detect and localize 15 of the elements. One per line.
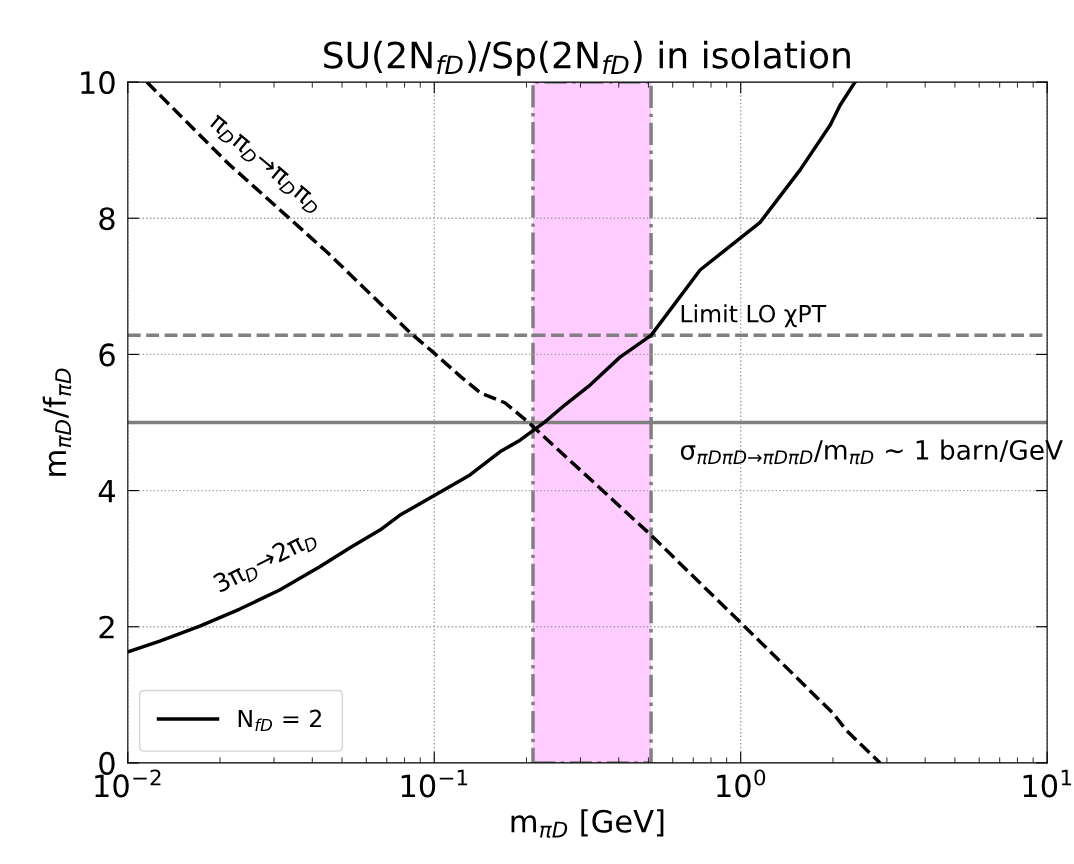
annotation: 3π$_{D}$→2π$_{D}$ [212, 526, 319, 597]
x-tick-label: 10$^{1}$ [1023, 769, 1072, 798]
annotation: π$_{D}$π$_{D}$→π$_{D}$π$_{D}$ [206, 114, 323, 216]
y-tick-label: 8 [99, 207, 115, 231]
x-tick-label: 10$^{0}$ [717, 769, 766, 798]
y-axis-title: m$_{πD}$/f$_{πD}$ [42, 368, 72, 476]
x-axis-title: m$_{πD}$ [GeV] [511, 809, 664, 838]
legend-label: N$_{fD}$ = 2 [238, 709, 321, 731]
y-tick-label: 6 [99, 343, 115, 367]
y-tick-label: 4 [98, 479, 115, 503]
y-tick-label: 2 [99, 615, 114, 639]
chart-title: SU(2N$_{fD}$)/Sp(2N$_{fD}$) in isolation [324, 40, 850, 76]
ref-line-label: Limit LO χPT [681, 304, 827, 328]
y-tick-label: 10 [81, 71, 115, 95]
x-tick-label: 10$^{−1}$ [401, 769, 468, 798]
